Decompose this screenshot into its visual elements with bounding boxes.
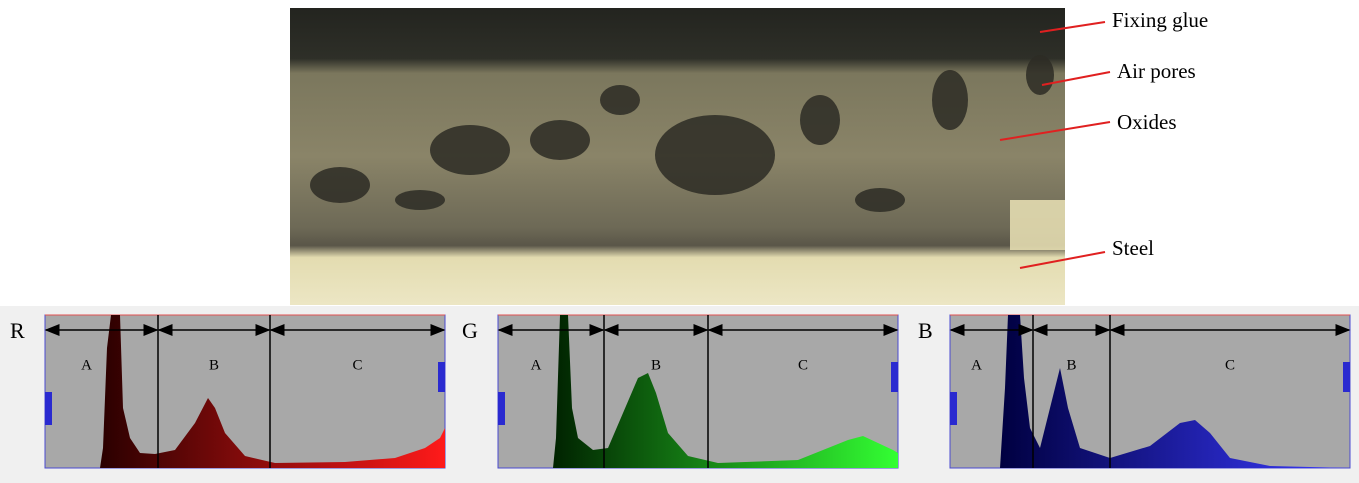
histogram-shape [1000, 315, 1350, 468]
region-label: B [209, 357, 219, 373]
region-label: C [798, 357, 808, 373]
slider-right [1343, 362, 1350, 392]
channel-label: B [918, 318, 933, 343]
region-label: B [1066, 357, 1076, 373]
label-air-pores: Air pores [1117, 59, 1196, 83]
micrograph [290, 8, 1065, 305]
region-label: B [651, 357, 661, 373]
histogram-shape [553, 315, 898, 468]
channel-label: R [10, 318, 25, 343]
slider-left [45, 392, 52, 425]
slider-left [498, 392, 505, 425]
histogram-shape [100, 315, 445, 468]
label-fixing-glue: Fixing glue [1112, 8, 1208, 32]
channel-label: G [462, 318, 478, 343]
label-oxides: Oxides [1117, 110, 1177, 134]
histograms: R A B C G A B C B A B C [10, 314, 1351, 469]
slider-right [438, 362, 445, 392]
region-label: C [1225, 357, 1235, 373]
label-leaders [999, 21, 1111, 269]
slider-right [891, 362, 898, 392]
region-label: A [971, 357, 982, 373]
label-steel: Steel [1112, 236, 1154, 260]
region-label: A [531, 357, 542, 373]
slider-left [950, 392, 957, 425]
region-label: A [81, 357, 92, 373]
region-label: C [352, 357, 362, 373]
